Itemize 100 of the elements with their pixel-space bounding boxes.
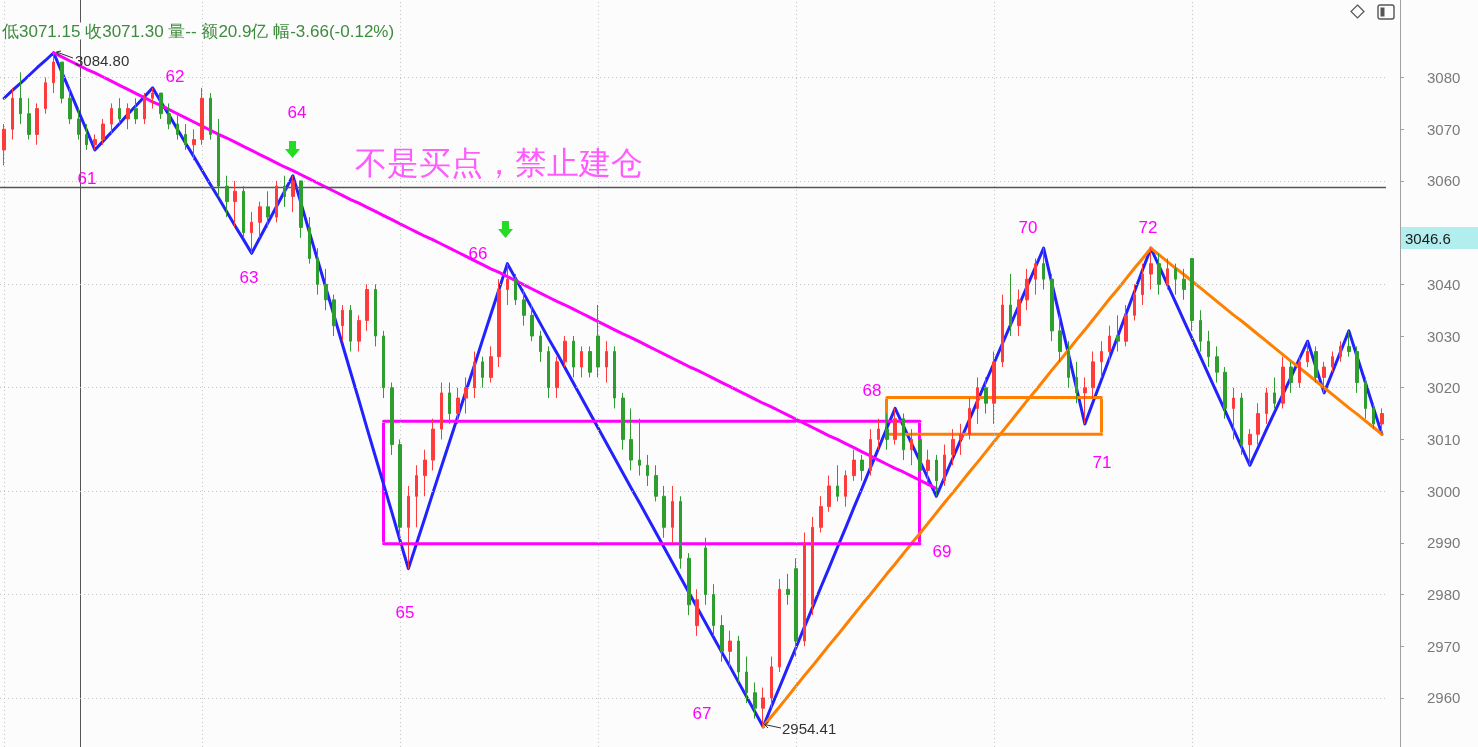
candlestick — [902, 413, 905, 461]
candlestick — [869, 428, 872, 477]
candlestick — [126, 102, 130, 130]
annotation: 不是买点，禁止建仓 — [355, 144, 643, 182]
candlestick — [712, 583, 715, 637]
annotation: 62 — [165, 66, 185, 86]
y-tick-label: 2960 — [1427, 689, 1461, 707]
annotation: 70 — [1018, 217, 1038, 237]
candlestick — [1067, 340, 1070, 389]
candlestick — [258, 201, 262, 239]
candlestick — [844, 469, 847, 508]
candlestick — [555, 356, 559, 399]
candlestick — [217, 118, 220, 197]
candlestick — [382, 330, 385, 399]
candlestick — [398, 438, 402, 539]
candlestick — [440, 382, 443, 440]
candlestick — [250, 211, 253, 254]
candlestick — [860, 454, 864, 482]
candlestick — [852, 449, 856, 482]
candlestick — [134, 97, 138, 125]
candlestick — [1232, 387, 1235, 440]
candlestick — [60, 61, 64, 104]
candlestick — [390, 382, 394, 456]
candlestick — [1240, 392, 1243, 456]
candlestick — [1042, 247, 1045, 290]
candlestick — [1149, 247, 1153, 290]
candlestick — [11, 87, 14, 141]
candlestick — [489, 345, 493, 384]
candlestick — [423, 449, 427, 497]
candlestick — [167, 102, 171, 130]
candlestick — [209, 92, 212, 141]
candlestick — [877, 418, 880, 451]
candlestick — [621, 392, 625, 451]
line-series — [52, 51, 938, 491]
candlestick — [1100, 340, 1103, 378]
y-tick-label: 3070 — [1427, 120, 1461, 138]
candlestick — [151, 87, 154, 110]
annotation: 65 — [395, 602, 415, 622]
y-tick-label: 3010 — [1427, 430, 1461, 448]
candlestick — [580, 345, 583, 378]
candlestick — [159, 92, 163, 120]
candlestick — [93, 133, 97, 151]
candlestick — [1207, 330, 1210, 368]
candlestick — [2, 123, 6, 166]
candlestick — [1248, 428, 1252, 466]
candlestick — [44, 77, 47, 115]
candlestick — [827, 475, 831, 513]
candlestick — [679, 495, 682, 570]
candlestick — [365, 283, 369, 332]
y-tick-label: 3020 — [1427, 379, 1461, 397]
candlestick — [926, 449, 930, 487]
candlestick — [1157, 252, 1161, 296]
y-tick-label: 2970 — [1427, 637, 1461, 655]
candlestick — [514, 273, 517, 306]
candlestick — [1199, 309, 1202, 353]
annotation: 68 — [862, 380, 882, 400]
candlestick — [968, 397, 971, 440]
candlestick — [1347, 330, 1351, 358]
candlestick — [704, 537, 707, 606]
candlestick — [1174, 263, 1177, 296]
candlestick — [596, 304, 600, 378]
annotation: 66 — [468, 243, 488, 263]
candlestick — [530, 304, 534, 342]
annotation: 71 — [1092, 452, 1112, 472]
candlestick — [671, 485, 674, 544]
candlestick — [324, 268, 328, 311]
candlestick — [737, 635, 740, 683]
candlestick — [497, 278, 501, 368]
text: 3046.6 — [1405, 229, 1451, 247]
candlestick — [992, 351, 996, 425]
candlestick — [1372, 402, 1375, 430]
candlestick — [547, 345, 550, 399]
candlestick — [1355, 345, 1359, 394]
y-tick-label: 3040 — [1427, 275, 1461, 293]
candlestick — [1182, 268, 1186, 301]
candlestick — [629, 407, 633, 471]
candlestick — [1050, 273, 1054, 342]
candlestick — [984, 376, 988, 415]
candlestick — [910, 428, 913, 466]
candlestick — [27, 97, 31, 141]
candlestick — [563, 335, 567, 368]
candlestick — [1190, 257, 1194, 332]
candlestick — [646, 454, 649, 487]
candlestick — [283, 175, 286, 208]
candlestick — [448, 382, 451, 425]
candlestick — [745, 656, 748, 704]
candlestick — [1281, 356, 1285, 409]
candlestick — [943, 444, 946, 487]
candlestick — [654, 464, 658, 502]
candlestick — [1025, 268, 1029, 311]
annotation: 72 — [1138, 217, 1158, 237]
candlestick — [506, 263, 509, 306]
candlestick — [316, 247, 319, 296]
candlestick — [349, 304, 352, 353]
candlestick — [728, 630, 732, 668]
candlestick — [1215, 345, 1219, 384]
candlestick — [811, 516, 814, 616]
candlestick — [1091, 351, 1095, 399]
candlestick — [1075, 361, 1078, 404]
candlestick — [332, 294, 336, 337]
